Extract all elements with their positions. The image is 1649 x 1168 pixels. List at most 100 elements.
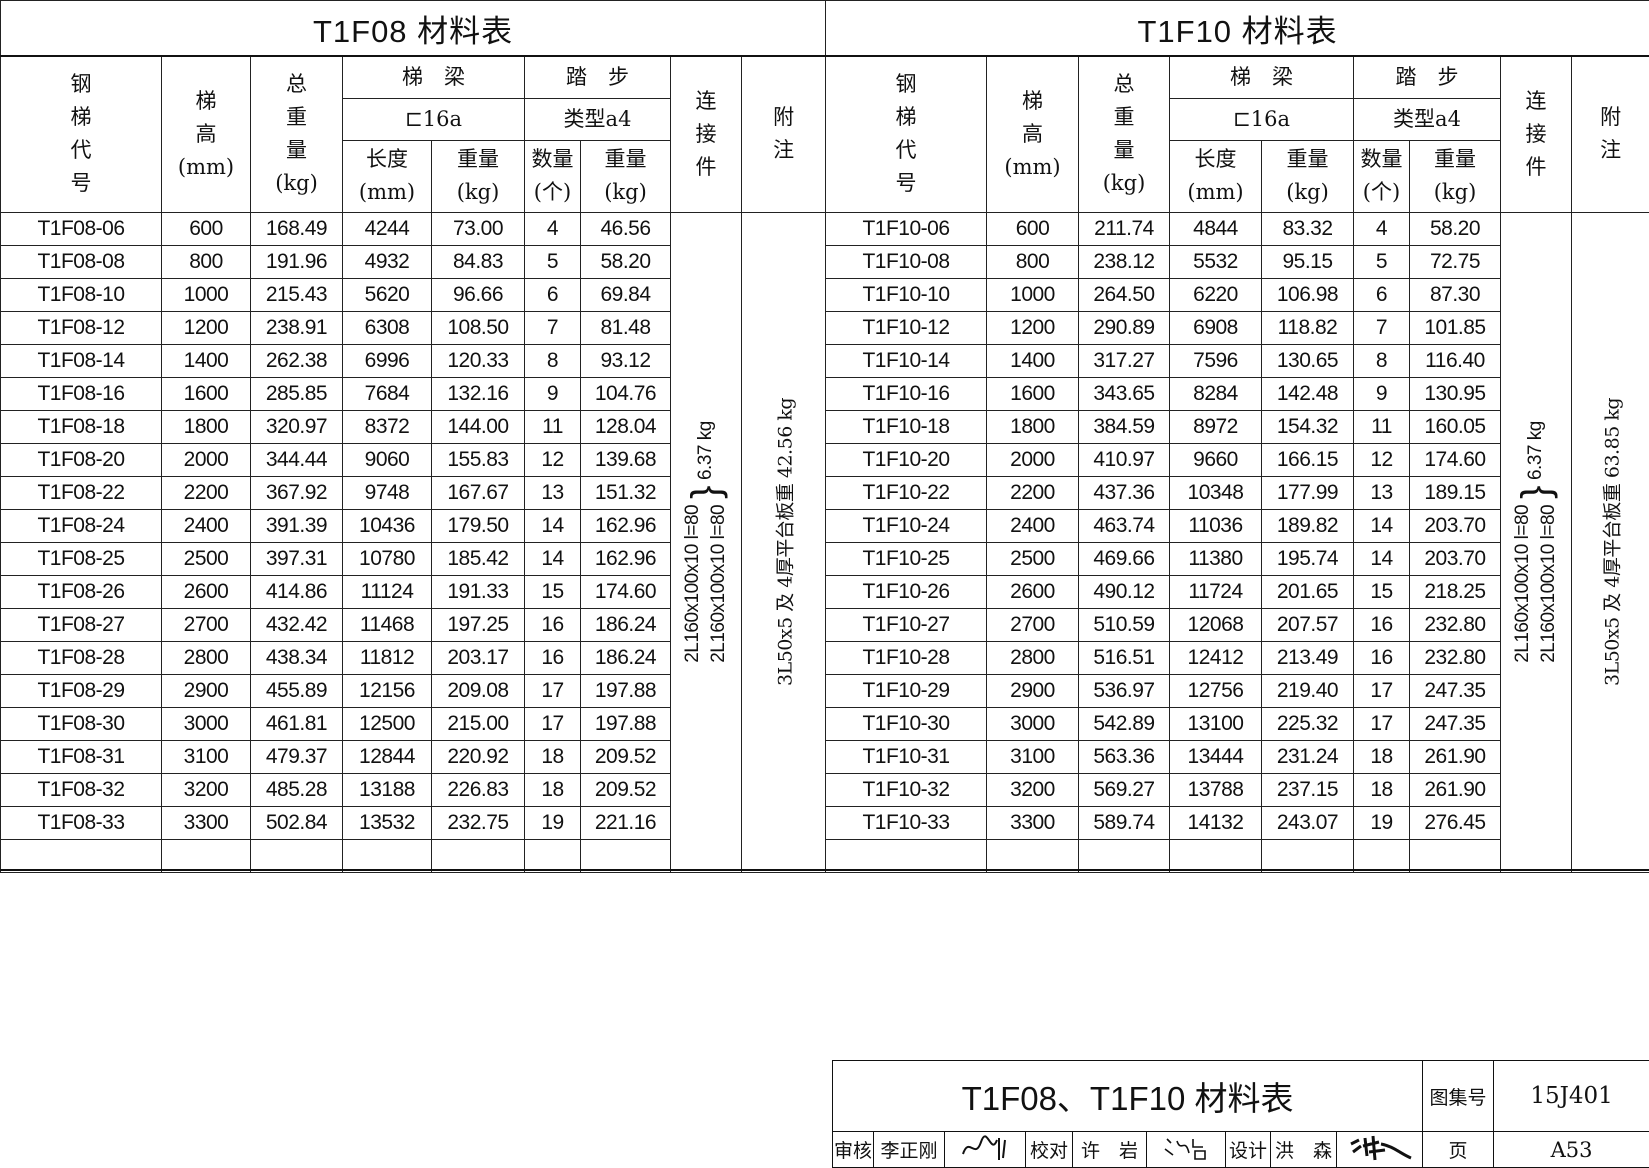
table-cell: 344.44 (251, 443, 343, 476)
header-text: (mm) (987, 151, 1078, 184)
header-text: 连 (671, 85, 741, 118)
connector-line: 2L160x100x10 l=80 (706, 505, 732, 663)
header-text: 梯 (162, 85, 250, 118)
table-cell: T1F10-27 (826, 608, 987, 641)
table-cell: 1000 (987, 278, 1079, 311)
table-cell: 203.70 (1410, 542, 1501, 575)
table-cell: 19 (1354, 806, 1410, 839)
table-cell: 16 (525, 641, 581, 674)
table-cell: T1F08-29 (1, 674, 162, 707)
table-cell: 9748 (343, 476, 432, 509)
table-cell: 7596 (1170, 344, 1262, 377)
table-cell: 7684 (343, 377, 432, 410)
review-label: 审核 (833, 1132, 874, 1168)
table-cell: 16 (1354, 641, 1410, 674)
table-cell: 179.50 (432, 509, 525, 542)
table-cell: 14 (525, 509, 581, 542)
table-cell: 542.89 (1079, 707, 1170, 740)
table-title: T1F08 材料表 (1, 1, 826, 57)
table-cell: T1F08-26 (1, 575, 162, 608)
table-cell: 2900 (162, 674, 251, 707)
header-beam-weight: 重量(kg) (432, 140, 525, 212)
table-cell: T1F08-30 (1, 707, 162, 740)
table-cell: 120.33 (432, 344, 525, 377)
header-text: 连 (1501, 85, 1571, 118)
header-text: 附 (742, 101, 825, 134)
header-text: 重 (251, 101, 342, 134)
header-count: 数量(个) (525, 140, 581, 212)
page-number: A53 (1494, 1132, 1649, 1168)
table-cell (1, 839, 162, 872)
table-cell: 17 (1354, 674, 1410, 707)
table-cell (826, 839, 987, 872)
header-text: 量 (251, 134, 342, 167)
table-cell: 16 (1354, 608, 1410, 641)
table-cell: 432.42 (251, 608, 343, 641)
table-cell: 197.88 (581, 707, 671, 740)
header-text: 件 (671, 151, 741, 184)
page-label: 页 (1423, 1132, 1494, 1168)
table-cell: T1F08-25 (1, 542, 162, 575)
table-cell: 410.97 (1079, 443, 1170, 476)
table-cell: 1000 (162, 278, 251, 311)
header-step-spec: 类型a4 (525, 98, 671, 140)
table-cell: 166.15 (1262, 443, 1354, 476)
table-cell: 225.32 (1262, 707, 1354, 740)
header-text: 高 (162, 118, 250, 151)
table-cell (1354, 839, 1410, 872)
table-cell: 191.33 (432, 575, 525, 608)
table-cell (581, 839, 671, 872)
brace-icon: } (1516, 486, 1556, 499)
table-cell: 144.00 (432, 410, 525, 443)
header-beam-spec: ⊏16a (1170, 98, 1354, 140)
table-cell: 81.48 (581, 311, 671, 344)
table-cell: 203.17 (432, 641, 525, 674)
note-text: 3L50x5 及 4厚平台板重 63.85 kg (1597, 398, 1624, 686)
header-text: (mm) (343, 176, 431, 209)
connector-line: 2L160x100x10 l=80 (1510, 505, 1536, 663)
atlas-number: 15J401 (1494, 1061, 1649, 1132)
table-cell: 8372 (343, 410, 432, 443)
table-cell (343, 839, 432, 872)
table-cell: 247.35 (1410, 674, 1501, 707)
table-cell: T1F10-31 (826, 740, 987, 773)
table-cell: 58.20 (1410, 212, 1501, 245)
header-text: 接 (671, 118, 741, 151)
table-cell: 201.65 (1262, 575, 1354, 608)
table-cell: T1F10-29 (826, 674, 987, 707)
header-text: 号 (1, 167, 161, 200)
header-text: (kg) (432, 176, 524, 209)
table-cell: 72.75 (1410, 245, 1501, 278)
table-cell: T1F10-25 (826, 542, 987, 575)
reviewer-name: 李正刚 (874, 1132, 945, 1168)
table-cell: 384.59 (1079, 410, 1170, 443)
table-cell: 262.38 (251, 344, 343, 377)
table-cell: 142.48 (1262, 377, 1354, 410)
table-cell: T1F08-27 (1, 608, 162, 641)
table-cell: 197.88 (581, 674, 671, 707)
table-cell: 12844 (343, 740, 432, 773)
table-cell: 3000 (987, 707, 1079, 740)
header-text: (kg) (1410, 176, 1500, 209)
header-total-weight: 总重量(kg) (251, 56, 343, 212)
table-cell: 106.98 (1262, 278, 1354, 311)
table-cell: 12 (1354, 443, 1410, 476)
table-title: T1F10 材料表 (826, 1, 1649, 57)
table-cell: T1F08-33 (1, 806, 162, 839)
table-cell: 7 (525, 311, 581, 344)
reviewer-signature (945, 1132, 1026, 1168)
table-cell: 463.74 (1079, 509, 1170, 542)
connector-weight: 6.37 kg (695, 421, 717, 480)
table-cell: 600 (162, 212, 251, 245)
header-text: 注 (742, 134, 825, 167)
table-cell: 1600 (162, 377, 251, 410)
atlas-label: 图集号 (1423, 1061, 1494, 1132)
table-cell: 221.16 (581, 806, 671, 839)
header-text: 注 (1572, 134, 1649, 167)
table-cell: 18 (1354, 740, 1410, 773)
table-cell: 7 (1354, 311, 1410, 344)
table-cell: 104.76 (581, 377, 671, 410)
table-cell: 238.12 (1079, 245, 1170, 278)
